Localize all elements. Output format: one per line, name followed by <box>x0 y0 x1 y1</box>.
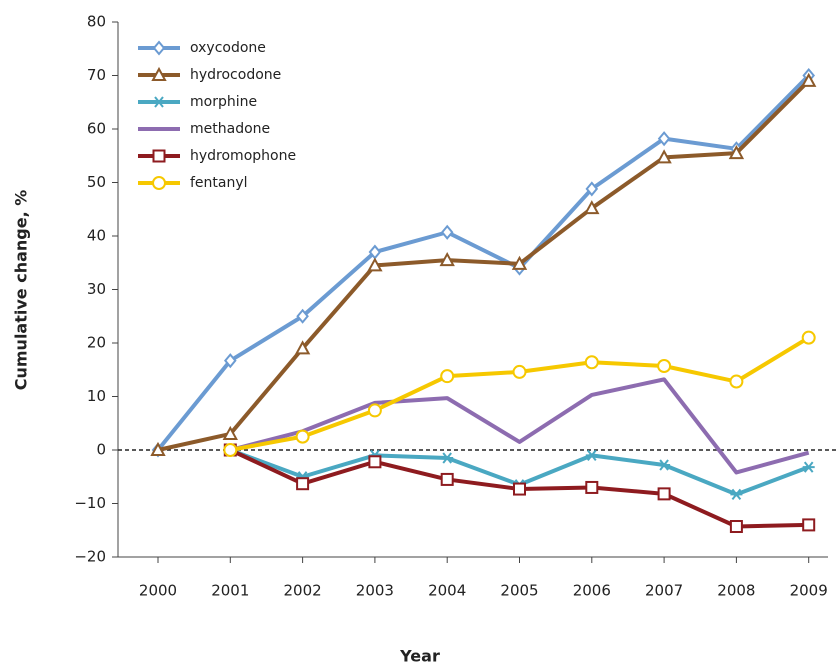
y-axis-title: Cumulative change, % <box>12 190 31 391</box>
marker <box>367 403 382 418</box>
y-tick-label: 80 <box>87 13 106 31</box>
series-line <box>229 377 810 475</box>
marker <box>296 308 309 324</box>
marker <box>657 359 672 374</box>
marker <box>367 257 383 272</box>
marker <box>512 364 527 379</box>
marker <box>584 200 600 215</box>
marker <box>802 461 815 473</box>
y-tick-label: 70 <box>87 66 106 84</box>
series-line <box>156 74 811 452</box>
marker <box>150 441 166 456</box>
marker <box>294 340 311 355</box>
marker <box>440 224 454 240</box>
marker <box>513 482 526 496</box>
x-tick-label: 2000 <box>139 582 177 600</box>
marker <box>441 452 454 464</box>
marker <box>729 520 743 534</box>
y-tick-label: 40 <box>87 227 106 245</box>
marker <box>801 330 816 345</box>
y-tick-label: 0 <box>96 441 106 459</box>
y-tick-label: −10 <box>74 494 106 512</box>
marker <box>585 181 599 197</box>
y-tick-label: 50 <box>87 173 106 191</box>
x-tick-label: 2009 <box>790 582 828 600</box>
marker <box>656 149 672 164</box>
x-tick-label: 2002 <box>284 582 322 600</box>
y-tick-label: 10 <box>87 387 106 405</box>
marker <box>152 40 166 56</box>
marker <box>585 480 599 494</box>
x-tick-label: 2008 <box>717 582 755 600</box>
marker <box>511 255 528 270</box>
x-tick-label: 2003 <box>356 582 394 600</box>
marker <box>730 488 743 501</box>
marker <box>801 72 817 87</box>
marker <box>585 449 598 461</box>
marker <box>802 518 816 532</box>
marker <box>152 176 166 190</box>
y-tick-label: 30 <box>87 280 106 298</box>
marker <box>584 355 599 370</box>
x-tick-label: 2005 <box>500 582 538 600</box>
marker <box>439 251 455 267</box>
x-tick-label: 2006 <box>573 582 611 600</box>
x-tick-label: 2001 <box>211 582 249 600</box>
series-line <box>157 79 811 452</box>
marker <box>368 455 382 469</box>
legend-label: hydrocodone <box>190 67 281 83</box>
marker <box>151 66 167 81</box>
y-tick-label: 20 <box>87 334 106 352</box>
marker <box>729 374 744 389</box>
marker <box>657 131 671 147</box>
marker <box>295 429 310 444</box>
marker <box>152 149 166 163</box>
marker <box>658 459 671 471</box>
y-tick-label: 60 <box>87 120 106 138</box>
series-line <box>229 335 810 452</box>
marker <box>440 472 454 486</box>
x-tick-label: 2004 <box>428 582 466 600</box>
legend-label: oxycodone <box>190 40 266 56</box>
marker <box>657 487 671 501</box>
marker <box>223 353 237 369</box>
legend-label: hydromophone <box>190 148 296 164</box>
y-tick-label: −20 <box>74 548 106 566</box>
marker <box>222 425 238 440</box>
marker <box>440 369 455 384</box>
legend-label: methadone <box>190 121 270 137</box>
x-tick-label: 2007 <box>645 582 683 600</box>
marker <box>153 96 165 108</box>
x-axis-title: Year <box>399 647 440 666</box>
marker <box>223 443 238 457</box>
legend-label: fentanyl <box>190 175 248 191</box>
marker <box>728 144 745 160</box>
marker <box>296 477 310 491</box>
legend-label: morphine <box>190 94 257 110</box>
